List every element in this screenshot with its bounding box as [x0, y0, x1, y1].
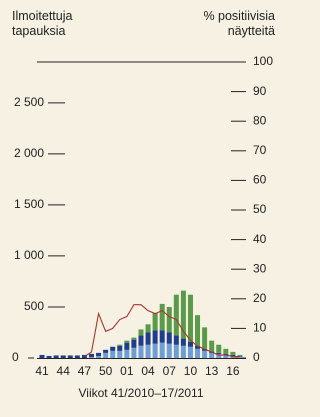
- bar-segment: [88, 353, 94, 357]
- x-tick-label: 10: [184, 364, 198, 378]
- y2-tick-label: 30: [253, 261, 267, 275]
- bar-segment: [202, 348, 208, 351]
- y2-tick-label: 10: [253, 321, 267, 335]
- y2-tick-label: 40: [253, 232, 267, 246]
- bar-segment: [131, 337, 137, 340]
- x-tick-label: 50: [99, 364, 113, 378]
- bar-segment: [166, 343, 172, 358]
- bar-segment: [152, 330, 158, 344]
- bar-segment: [103, 352, 109, 358]
- bar-segment: [202, 327, 208, 349]
- bar-segment: [74, 355, 80, 358]
- bar-segment: [209, 340, 215, 352]
- y2-tick-label: 90: [253, 84, 267, 98]
- y2-tick-label: 100: [253, 54, 273, 68]
- page: Viikot 41/2010–17/2011 0 500 1 000 1 500 2 0…: [12, 9, 275, 400]
- bar-segment: [152, 313, 158, 331]
- bar-segment: [103, 349, 109, 353]
- bar-segment: [88, 356, 94, 358]
- y2-tick-label: 0: [253, 350, 260, 364]
- bar-segment: [131, 347, 137, 358]
- bar-segment: [216, 344, 222, 353]
- x-tick-label: 44: [57, 364, 71, 378]
- x-tick-label: 04: [141, 364, 155, 378]
- bar-segment: [223, 354, 229, 358]
- x-axis-title: Viikot 41/2010–17/2011: [79, 386, 204, 400]
- bar-segment: [195, 315, 201, 346]
- x-tick-label: 13: [205, 364, 219, 378]
- bar-segment: [202, 350, 208, 358]
- bar-segment: [223, 348, 229, 354]
- bar-segment: [159, 342, 165, 358]
- bar-segment: [131, 339, 137, 348]
- bar-segment: [166, 306, 172, 333]
- bar-segment: [195, 348, 201, 358]
- bar-segment: [159, 303, 165, 331]
- bar-segment: [216, 352, 222, 354]
- bar-segment: [173, 344, 179, 358]
- bar-segment: [237, 354, 243, 356]
- bar-segment: [187, 341, 193, 347]
- y2-tick-label: 50: [253, 202, 267, 216]
- bar-segment: [117, 350, 123, 358]
- y2-tick-label: 70: [253, 143, 267, 157]
- bar-segment: [124, 342, 130, 350]
- y-tick-label: 1 500: [14, 197, 44, 211]
- bar-segment: [173, 294, 179, 336]
- y-tick-label: 2 000: [14, 146, 44, 160]
- bar-segment: [195, 345, 201, 349]
- y-tick-label: 500: [24, 299, 44, 313]
- bar-segment: [110, 346, 116, 351]
- y-axis-title: Ilmoitettuja tapauksia: [12, 9, 73, 38]
- x-tick-label: 07: [163, 364, 177, 378]
- line-series: [84, 304, 240, 358]
- bar-segment: [187, 294, 193, 342]
- bar-segment: [60, 355, 66, 358]
- y-tick-label: 0: [12, 350, 19, 364]
- y2-tick-label: 20: [253, 291, 267, 305]
- bar-segment: [187, 346, 193, 358]
- bar-segment: [124, 349, 130, 358]
- x-tick-label: 47: [78, 364, 92, 378]
- y-tick-label: 2 500: [14, 95, 44, 109]
- bar-segment: [138, 335, 144, 346]
- y-tick-label: 1 000: [14, 248, 44, 262]
- bar-segment: [53, 355, 59, 358]
- bar-segment: [39, 354, 45, 358]
- bar-segment: [166, 332, 172, 344]
- bar-segment: [180, 338, 186, 346]
- y2-tick-label: 60: [253, 173, 267, 187]
- bar-segment: [138, 345, 144, 358]
- bar-segment: [230, 354, 236, 356]
- bar-segment: [67, 355, 73, 358]
- bar-segment: [124, 340, 130, 343]
- bar-segment: [138, 329, 144, 336]
- bar-segment: [152, 343, 158, 358]
- bar-segment: [180, 345, 186, 358]
- x-tick-label: 41: [35, 364, 49, 378]
- bar-segment: [96, 352, 102, 356]
- bar-segment: [173, 335, 179, 345]
- bar-segment: [110, 350, 116, 358]
- bar-segment: [46, 355, 52, 358]
- x-tick-label: 16: [226, 364, 240, 378]
- bar-segment: [117, 345, 123, 351]
- bar-segment: [145, 332, 151, 345]
- bar-segment: [96, 355, 102, 358]
- bar-segment: [237, 356, 243, 358]
- bar-segment: [145, 344, 151, 358]
- y2-axis-title: % positiivisia näytteitä: [203, 9, 275, 38]
- bar-segment: [117, 344, 123, 346]
- bar-segment: [159, 330, 165, 343]
- bar-segment: [180, 290, 186, 339]
- bar-segment: [223, 353, 229, 355]
- bar-segment: [209, 352, 215, 358]
- bar-segment: [145, 324, 151, 333]
- y2-tick-label: 80: [253, 113, 267, 127]
- bar-segment: [230, 351, 236, 355]
- bar-segment: [216, 353, 222, 358]
- x-tick-label: 01: [120, 364, 134, 378]
